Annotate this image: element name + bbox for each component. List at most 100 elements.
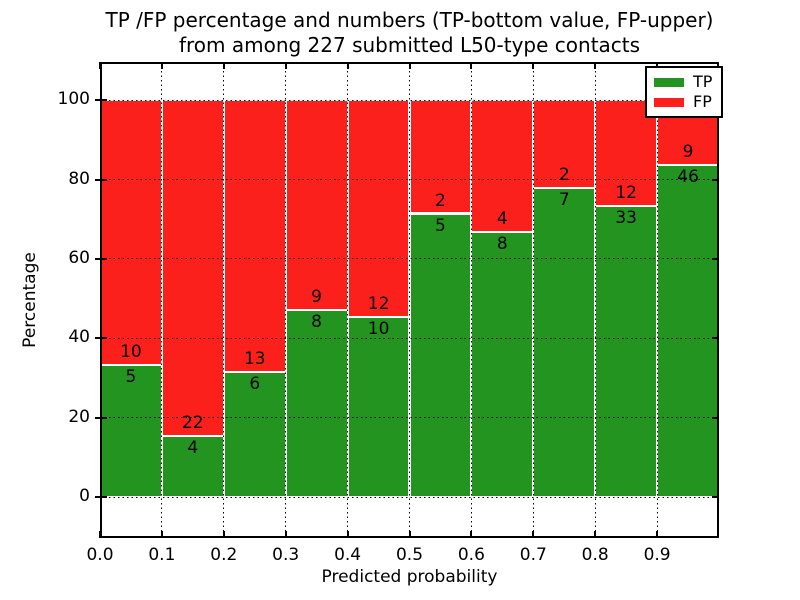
fp-count-label: 12 <box>615 183 637 203</box>
y-tick-left-out <box>95 496 100 499</box>
bar-segment-fp <box>223 100 286 372</box>
x-tick-bottom <box>532 531 535 538</box>
y-tick-label: 100 <box>57 89 90 110</box>
x-tick-bottom <box>408 531 411 538</box>
chart-title: TP /FP percentage and numbers (TP-bottom… <box>100 8 719 58</box>
x-tick-bottom <box>470 531 473 538</box>
gridline-horizontal <box>100 258 719 260</box>
fp-count-label: 22 <box>181 413 204 433</box>
y-tick-right-in <box>712 337 719 340</box>
x-tick-label: 0.9 <box>643 545 671 565</box>
y-tick-label: 60 <box>68 247 90 268</box>
bar-segment-fp <box>285 100 348 311</box>
bar-segment-fp <box>533 100 596 189</box>
bar-segment-tp <box>409 213 472 498</box>
tp-count-label: 46 <box>677 167 699 188</box>
tp-count-label: 8 <box>311 312 322 333</box>
bar-segment-tp <box>657 165 719 498</box>
y-tick-right-in <box>712 496 719 499</box>
tp-count-label: 7 <box>558 190 570 211</box>
tp-count-label: 4 <box>187 438 199 458</box>
tp-count-label: 5 <box>434 215 446 236</box>
y-tick-right-in <box>712 178 719 181</box>
x-tick-bottom <box>594 531 597 538</box>
y-tick-label: 0 <box>79 486 90 507</box>
gridline-horizontal <box>100 337 719 339</box>
x-axis-label: Predicted probability <box>321 567 498 587</box>
x-tick-top <box>160 62 163 69</box>
gridline-vertical <box>285 62 287 538</box>
x-tick-label: 0.6 <box>457 545 485 565</box>
y-tick-left-out <box>95 257 100 260</box>
x-tick-bottom <box>160 531 163 538</box>
fp-count-label: 2 <box>558 165 570 186</box>
x-tick-bottom <box>284 531 287 538</box>
x-tick-top <box>346 62 349 69</box>
tp-count-label: 33 <box>615 208 637 228</box>
x-tick-top <box>222 62 225 69</box>
fp-count-label: 10 <box>120 341 142 362</box>
x-tick-top <box>470 62 473 69</box>
legend-label: TP <box>693 72 713 91</box>
y-tick-left-in <box>100 496 107 499</box>
chart-title-line1: TP /FP percentage and numbers (TP-bottom… <box>105 8 714 32</box>
legend: TP FP <box>645 66 724 118</box>
x-tick-label: 0.4 <box>334 545 362 565</box>
tp-count-label: 6 <box>249 373 261 394</box>
bar-segment-fp <box>347 100 410 317</box>
legend-row: TP <box>654 72 712 92</box>
tp-count-label: 5 <box>125 366 137 387</box>
gridline-horizontal <box>100 417 719 419</box>
fp-count-label: 13 <box>243 348 266 369</box>
y-tick-left-in <box>100 99 107 102</box>
y-axis-label: Percentage <box>20 252 40 348</box>
fp-count-label: 2 <box>434 190 446 211</box>
bar-segment-tp <box>533 188 596 498</box>
x-tick-label: 0.8 <box>581 545 609 565</box>
gridline-vertical <box>470 62 472 538</box>
legend-swatch-tp-icon <box>654 77 684 87</box>
x-tick-bottom <box>656 531 659 538</box>
legend-swatch-fp-icon <box>654 97 684 107</box>
gridline-vertical <box>161 62 163 538</box>
y-tick-label: 80 <box>68 168 90 189</box>
y-tick-label: 20 <box>68 406 90 427</box>
bar-segment-fp <box>471 100 534 233</box>
legend-row: FP <box>654 92 712 112</box>
x-tick-top <box>408 62 411 69</box>
x-tick-top <box>532 62 535 69</box>
x-tick-label: 0.1 <box>148 545 176 565</box>
fp-count-label: 9 <box>311 287 322 308</box>
bar-segment-fp <box>409 100 472 214</box>
x-tick-bottom <box>222 531 225 538</box>
gridline-vertical <box>656 62 658 538</box>
x-tick-bottom <box>346 531 349 538</box>
y-tick-left-out <box>95 416 100 419</box>
bar-segment-fp <box>161 100 224 436</box>
y-tick-left-in <box>100 337 107 340</box>
y-tick-label: 40 <box>68 327 90 348</box>
y-tick-left-out <box>95 99 100 102</box>
x-tick-label: 0.3 <box>272 545 300 565</box>
x-tick-label: 0.7 <box>519 545 547 565</box>
gridline-horizontal <box>100 496 719 498</box>
bar-segment-tp <box>471 232 534 498</box>
x-tick-label: 0.2 <box>210 545 238 565</box>
chart-title-line2: from among 227 submitted L50-type contac… <box>178 33 641 57</box>
bar-segment-tp <box>347 316 410 498</box>
x-tick-top <box>594 62 597 69</box>
fp-count-label: 12 <box>367 293 390 314</box>
gridline-horizontal <box>100 99 719 101</box>
gridline-vertical <box>594 62 596 538</box>
legend-label: FP <box>693 92 712 111</box>
bar-segment-tp <box>595 206 658 498</box>
gridline-vertical <box>223 62 225 538</box>
y-tick-left-in <box>100 178 107 181</box>
x-tick-label: 0.0 <box>86 545 114 565</box>
y-tick-left-out <box>95 337 100 340</box>
gridline-vertical <box>532 62 534 538</box>
gridline-horizontal <box>100 179 719 180</box>
tp-count-label: 10 <box>367 318 390 339</box>
x-tick-top <box>99 62 101 69</box>
